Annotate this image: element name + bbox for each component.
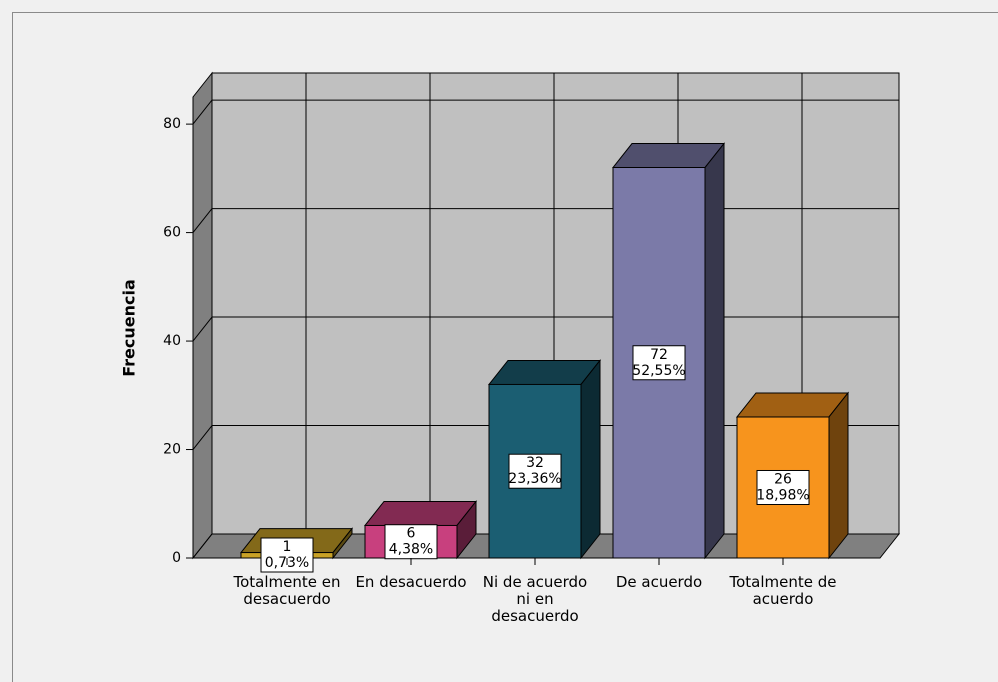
bar-side bbox=[828, 391, 849, 560]
side-grid-line bbox=[192, 316, 213, 342]
percent-label: 52,55% bbox=[632, 363, 685, 379]
side-grid-line bbox=[192, 208, 213, 233]
y-tick-label: 20 bbox=[163, 442, 181, 458]
value-label-box bbox=[260, 537, 314, 573]
y-tick-label: 40 bbox=[163, 333, 181, 349]
bar-side bbox=[704, 142, 725, 560]
value-label: 26 bbox=[774, 471, 792, 487]
percent-label: 23,36% bbox=[508, 471, 561, 487]
bar-side bbox=[580, 359, 601, 560]
side-grid-line bbox=[192, 425, 213, 450]
y-tick-label: 80 bbox=[163, 116, 181, 132]
value-label-box bbox=[756, 469, 810, 505]
left-wall bbox=[192, 71, 213, 560]
x-tick-label: Ni de acuerdo ni en desacuerdo bbox=[482, 573, 588, 625]
y-tick-label: 0 bbox=[172, 550, 181, 566]
x-tick-label: En desacuerdo bbox=[355, 573, 467, 591]
value-label-box bbox=[632, 345, 686, 381]
x-tick-label: Totalmente en desacuerdo bbox=[233, 573, 341, 608]
y-axis-title: Frecuencia bbox=[120, 279, 139, 377]
side-grid-line bbox=[192, 99, 213, 125]
percent-label: 18,98% bbox=[756, 487, 809, 503]
percent-label: 4,38% bbox=[389, 542, 433, 558]
value-label: 72 bbox=[650, 347, 668, 363]
x-tick-label: Totalmente de acuerdo bbox=[729, 573, 837, 608]
value-label-box bbox=[384, 524, 438, 560]
value-label-box bbox=[508, 453, 562, 489]
x-tick-label: De acuerdo bbox=[615, 573, 703, 591]
value-label: 32 bbox=[526, 455, 544, 471]
value-label: 6 bbox=[407, 526, 416, 542]
y-tick-label: 60 bbox=[163, 225, 181, 241]
side-grid-line bbox=[192, 533, 213, 559]
value-label: 1 bbox=[283, 539, 292, 555]
